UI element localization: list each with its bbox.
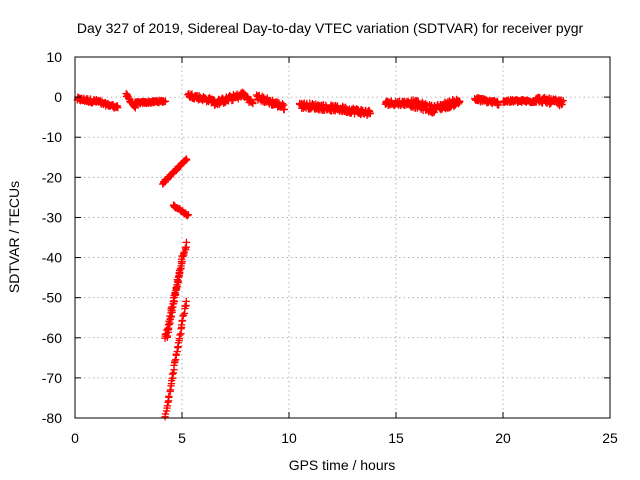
data-point	[451, 101, 460, 109]
data-point	[163, 332, 171, 340]
data-point	[249, 99, 257, 108]
y-tick-label: -20	[42, 169, 62, 185]
data-point	[176, 331, 184, 339]
y-tick-label: -60	[42, 330, 62, 346]
data-point	[170, 361, 178, 369]
x-tick-label: 20	[495, 430, 511, 446]
data-point	[165, 392, 173, 400]
data-point	[167, 312, 175, 320]
x-tick-label: 0	[71, 430, 79, 446]
data-point	[172, 283, 180, 292]
y-tick-label: -40	[42, 250, 62, 266]
data-point	[168, 303, 176, 311]
gridlines	[75, 57, 610, 418]
data-point	[456, 97, 464, 105]
x-tick-label: 10	[281, 430, 297, 446]
data-point	[164, 324, 173, 332]
data-point	[183, 156, 191, 164]
data-point	[182, 238, 191, 247]
x-axis-label: GPS time / hours	[289, 457, 396, 473]
data-point	[161, 97, 170, 106]
data-point	[182, 297, 190, 306]
data-point	[168, 370, 177, 378]
x-tick-labels: 0 5 10 15 20 25	[71, 430, 618, 446]
data-point	[178, 252, 186, 260]
data-point	[131, 104, 139, 112]
data-point	[172, 350, 180, 358]
y-tick-label: -50	[42, 290, 62, 306]
y-tick-label: -80	[42, 410, 62, 426]
y-tick-label: 10	[46, 49, 62, 65]
data-point	[559, 97, 567, 105]
data-points	[73, 88, 567, 421]
y-axis-label: SDTVAR / TECUs	[6, 181, 22, 293]
data-point	[280, 105, 288, 114]
plot-frame	[74, 56, 611, 419]
data-point	[113, 102, 122, 110]
y-tick-label: -10	[42, 129, 62, 145]
data-point	[164, 398, 172, 406]
data-point	[161, 410, 170, 418]
chart-title: Day 327 of 2019, Sidereal Day-to-day VTE…	[77, 20, 584, 36]
data-point	[183, 212, 192, 220]
data-point	[495, 101, 503, 109]
data-point	[446, 103, 454, 111]
y-tick-label: 0	[54, 89, 62, 105]
y-tick-label: -70	[42, 370, 62, 386]
y-tick-label: -30	[42, 209, 62, 225]
x-tick-label: 5	[178, 430, 186, 446]
data-point	[558, 100, 566, 108]
axis-ticks	[74, 56, 611, 419]
x-tick-label: 15	[388, 430, 404, 446]
data-point	[366, 109, 375, 118]
data-point	[184, 211, 192, 219]
x-tick-label: 25	[602, 430, 618, 446]
y-tick-labels: 10 0 -10 -20 -30 -40 -50 -60 -70 -80	[42, 49, 62, 426]
data-point	[181, 302, 189, 310]
